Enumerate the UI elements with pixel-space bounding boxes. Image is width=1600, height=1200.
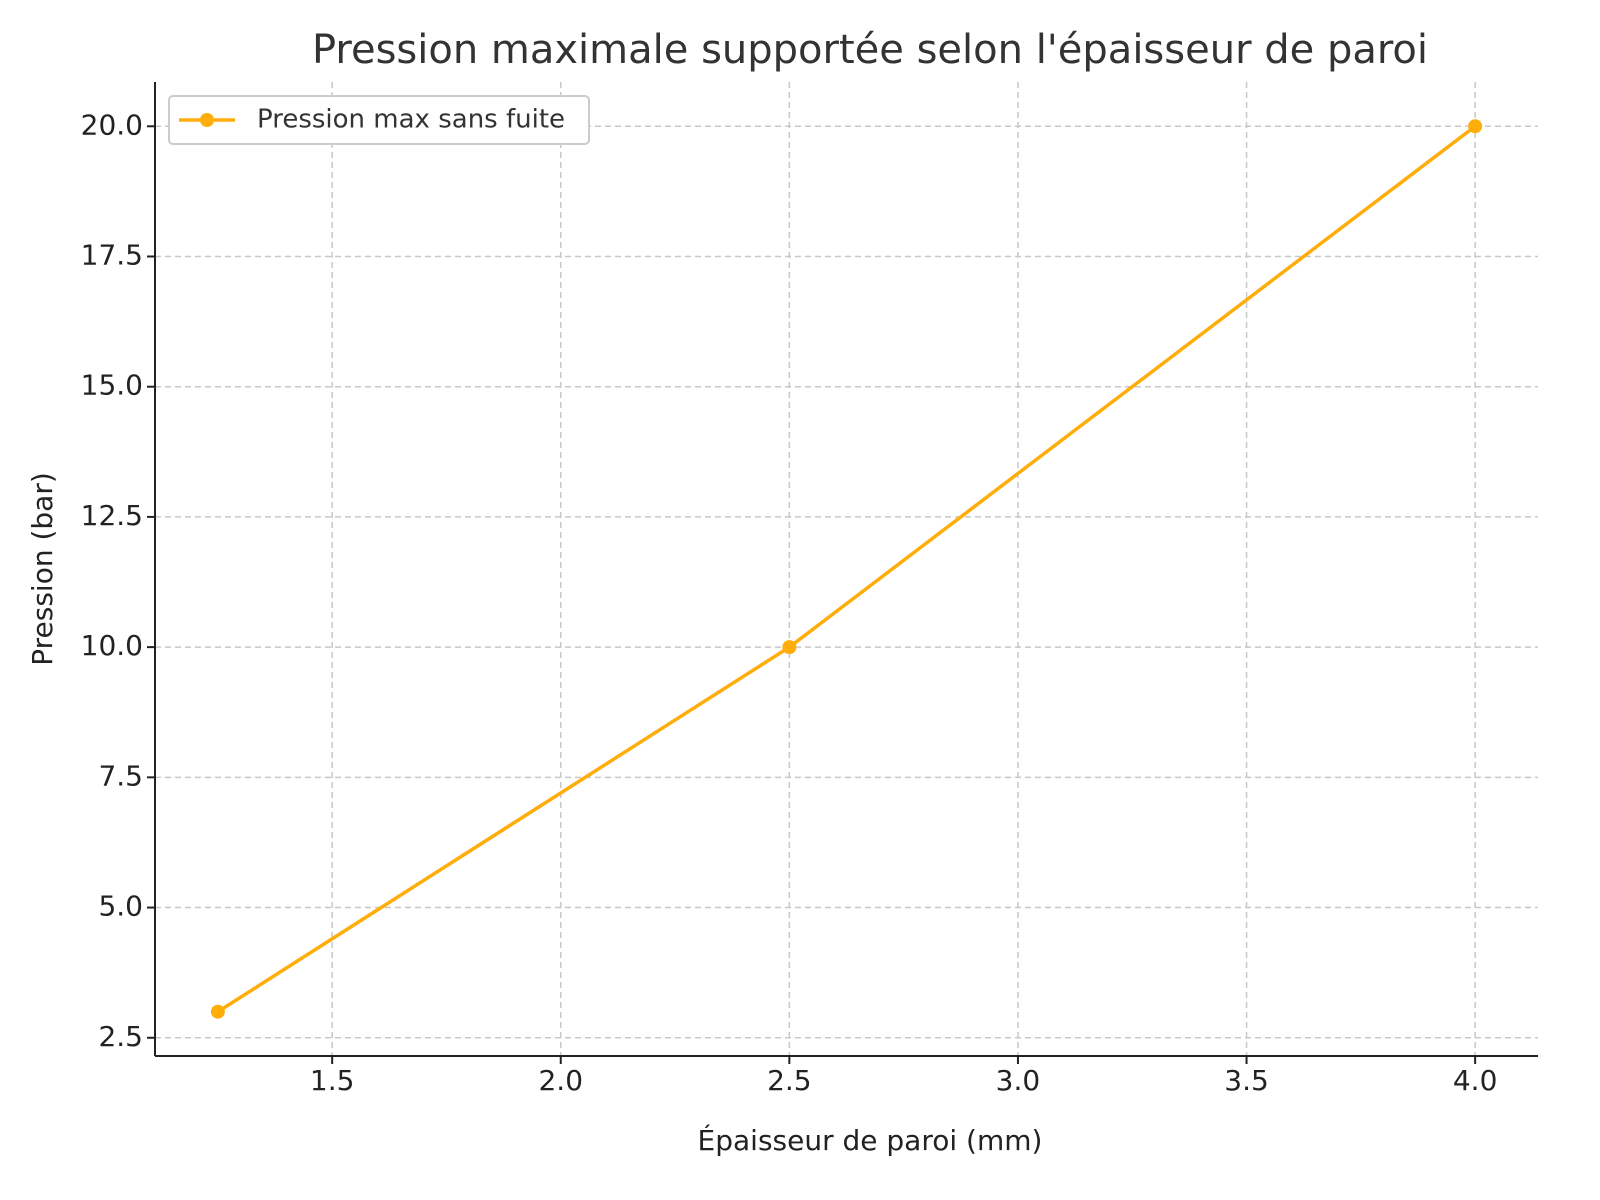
- legend: Pression max sans fuite: [168, 95, 590, 145]
- x-tick-label: 2.5: [767, 1064, 812, 1097]
- y-tick-label: 17.5: [81, 238, 143, 271]
- data-point: [210, 1004, 225, 1019]
- legend-marker: [200, 113, 214, 127]
- y-tick-label: 2.5: [98, 1020, 143, 1053]
- y-tick-label: 5.0: [98, 890, 143, 923]
- legend-label: Pression max sans fuite: [257, 105, 565, 135]
- chart-title: Pression maximale supportée selon l'épai…: [312, 27, 1428, 73]
- y-axis-label: Pression (bar): [26, 472, 59, 666]
- x-tick-label: 2.0: [538, 1064, 583, 1097]
- y-tick-label: 10.0: [81, 629, 143, 662]
- y-tick-label: 15.0: [81, 369, 143, 402]
- legend-box: [168, 95, 590, 145]
- x-axis-label: Épaisseur de paroi (mm): [698, 1123, 1043, 1157]
- y-tick-label: 7.5: [98, 759, 143, 792]
- series-line: [216, 124, 1477, 1014]
- x-tick-label: 4.0: [1453, 1064, 1498, 1097]
- y-tick-label: 12.5: [81, 499, 143, 532]
- x-tick-label: 1.5: [310, 1064, 355, 1097]
- data-point: [782, 640, 797, 655]
- x-tick-label: 3.0: [996, 1064, 1041, 1097]
- y-tick-label: 20.0: [81, 108, 143, 141]
- x-tick-label: 3.5: [1224, 1064, 1269, 1097]
- data-point: [1468, 119, 1483, 134]
